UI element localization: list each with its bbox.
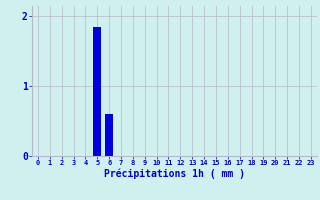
Bar xyxy=(105,114,113,156)
Bar xyxy=(93,27,101,156)
X-axis label: Précipitations 1h ( mm ): Précipitations 1h ( mm ) xyxy=(104,169,245,179)
